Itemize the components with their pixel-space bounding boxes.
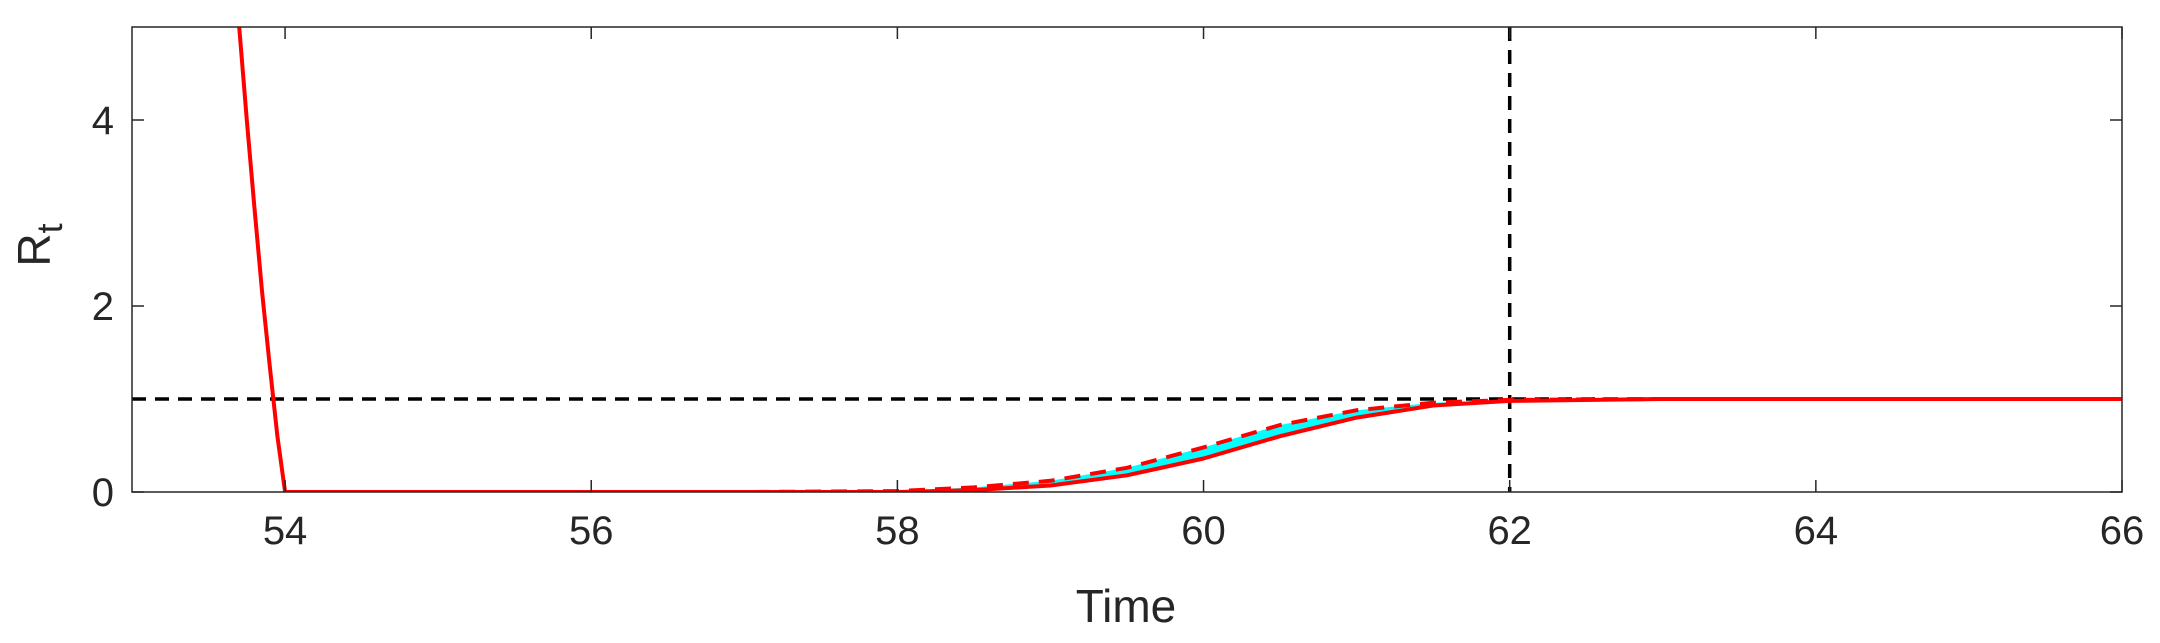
y-tick-label: 0 xyxy=(92,471,114,515)
x-tick-label: 56 xyxy=(569,509,614,553)
x-tick-label: 62 xyxy=(1487,509,1532,553)
series-line-solid xyxy=(237,27,2122,492)
series-line-dashed xyxy=(285,397,2122,492)
y-axis-label: Rt xyxy=(8,223,70,266)
x-tick-label: 60 xyxy=(1181,509,1226,553)
x-tick-label: 54 xyxy=(263,509,308,553)
x-axis-label: Time xyxy=(1076,580,1177,632)
plot-area xyxy=(132,27,2122,492)
y-tick-label: 2 xyxy=(92,285,114,329)
y-tick-label: 4 xyxy=(92,99,114,143)
axes-box xyxy=(131,26,2123,493)
x-tick-label: 66 xyxy=(2100,509,2145,553)
axes: 54 56 58 60 62 64 66 0 2 4 xyxy=(92,26,2145,553)
y-axis-label-main: R xyxy=(8,233,60,266)
data-layer xyxy=(132,27,2122,492)
x-tick-label: 58 xyxy=(875,509,920,553)
x-tick-label: 64 xyxy=(1794,509,1839,553)
y-axis-label-subscript: t xyxy=(29,223,70,233)
